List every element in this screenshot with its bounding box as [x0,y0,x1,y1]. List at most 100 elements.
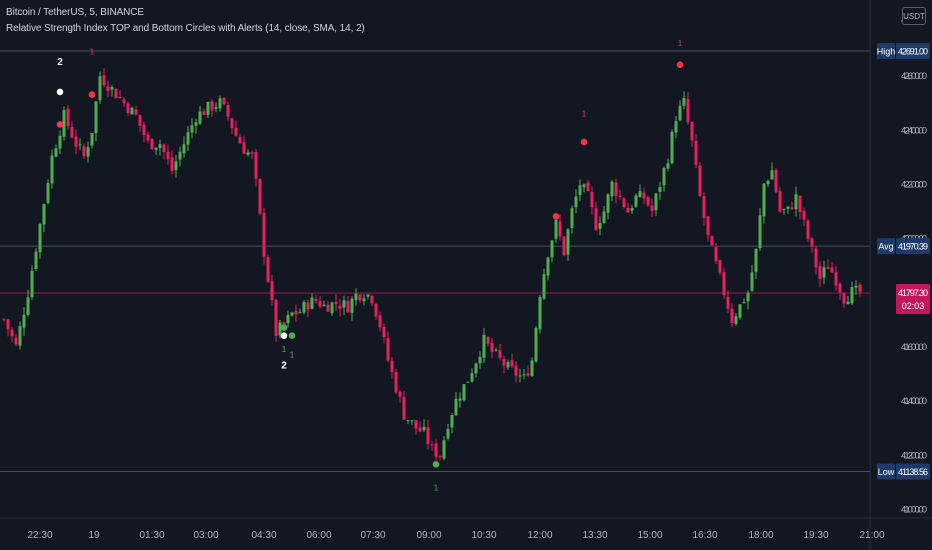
candle-body [630,207,634,211]
candle [302,299,306,315]
candle [210,99,214,117]
candle [214,102,218,113]
candle-body [674,121,678,133]
candle-body [414,419,418,429]
candle [334,293,338,312]
candle-body [290,312,294,316]
candle [290,311,294,317]
candle [406,420,410,425]
candle-body [338,305,342,309]
candle [82,143,86,160]
candle-body [162,144,166,153]
candle [114,88,118,99]
candle [646,195,650,207]
candle [590,186,594,215]
time-tick-label: 12:00 [527,530,552,541]
symbol-title[interactable]: Bitcoin / TetherUS, 5, BINANCE [6,7,144,18]
candle-body [262,212,266,257]
candle [514,361,518,383]
candle-body [786,206,790,209]
candle-body [526,373,530,376]
candle [62,106,66,141]
candle [746,290,750,310]
candle-body [78,144,82,146]
candle [298,308,302,314]
candle-body [186,132,190,145]
top-signal-circle [580,138,588,146]
candle-body [122,99,126,103]
candle-body [410,420,414,422]
price-axis[interactable]: 42600.0042400.0042200.0042000.0041800.00… [901,15,927,516]
candle [522,368,526,380]
candle [806,218,810,243]
currency-button[interactable]: USDT [902,7,926,25]
candle-body [62,110,66,137]
candle-body [442,440,446,459]
candle-body [238,136,242,144]
candle [102,67,106,88]
candle [842,292,846,308]
candle [578,179,582,201]
candle-body [566,229,570,255]
candle [438,455,442,461]
bottom-signal-circle [280,332,288,339]
candle-body [798,195,802,213]
candle [502,356,506,374]
candle-body [666,163,670,169]
time-tick-label: 18:00 [748,530,773,541]
candle [386,331,390,363]
candle-body [278,322,282,336]
candle-body [230,118,234,129]
candle [266,254,270,284]
candle-body [134,109,138,115]
candle [558,213,562,241]
candle-body [826,267,830,269]
candle-body [282,322,286,325]
candle-body [682,97,686,106]
candle-body [646,197,650,206]
candle-body [154,147,158,150]
candle-body [686,99,690,123]
candle-body [558,221,562,237]
candle [134,106,138,116]
candle [762,182,766,224]
candle-body [30,270,34,298]
candle [226,101,230,121]
candle [330,301,334,316]
candle-body [462,384,466,401]
time-tick-label: 04:30 [251,530,276,541]
candle [614,178,618,204]
bottom-signal-circle [432,461,440,468]
candle [430,441,434,451]
candle-body [202,111,206,115]
candle [582,183,586,193]
candle [482,327,486,364]
candle-body [90,132,94,146]
candle [54,144,58,158]
candle [698,162,702,198]
candle-body [46,183,50,203]
candle [158,139,162,156]
candle [858,282,862,297]
candle-body [622,198,626,208]
price-tick-label: 41600.00 [901,342,927,353]
candle [706,216,710,242]
candle-body [562,236,566,256]
candle [426,419,430,450]
time-axis[interactable]: 22:30 19 01:30 03:00 04:30 06:00 07:30 09:00 10:… [27,530,884,541]
candle-body [806,220,810,239]
indicator-title[interactable]: Relative Strength Index TOP and Bottom C… [6,23,365,34]
candle-body [702,196,706,218]
candle-body [766,180,770,185]
candle [722,267,726,300]
candle-body [734,316,738,324]
candle-body [342,300,346,308]
signal-count-label: 1 [282,345,287,354]
candle-body [66,108,70,127]
candle [498,343,502,361]
candle [682,91,686,110]
candle [122,97,126,107]
candle [610,180,614,202]
